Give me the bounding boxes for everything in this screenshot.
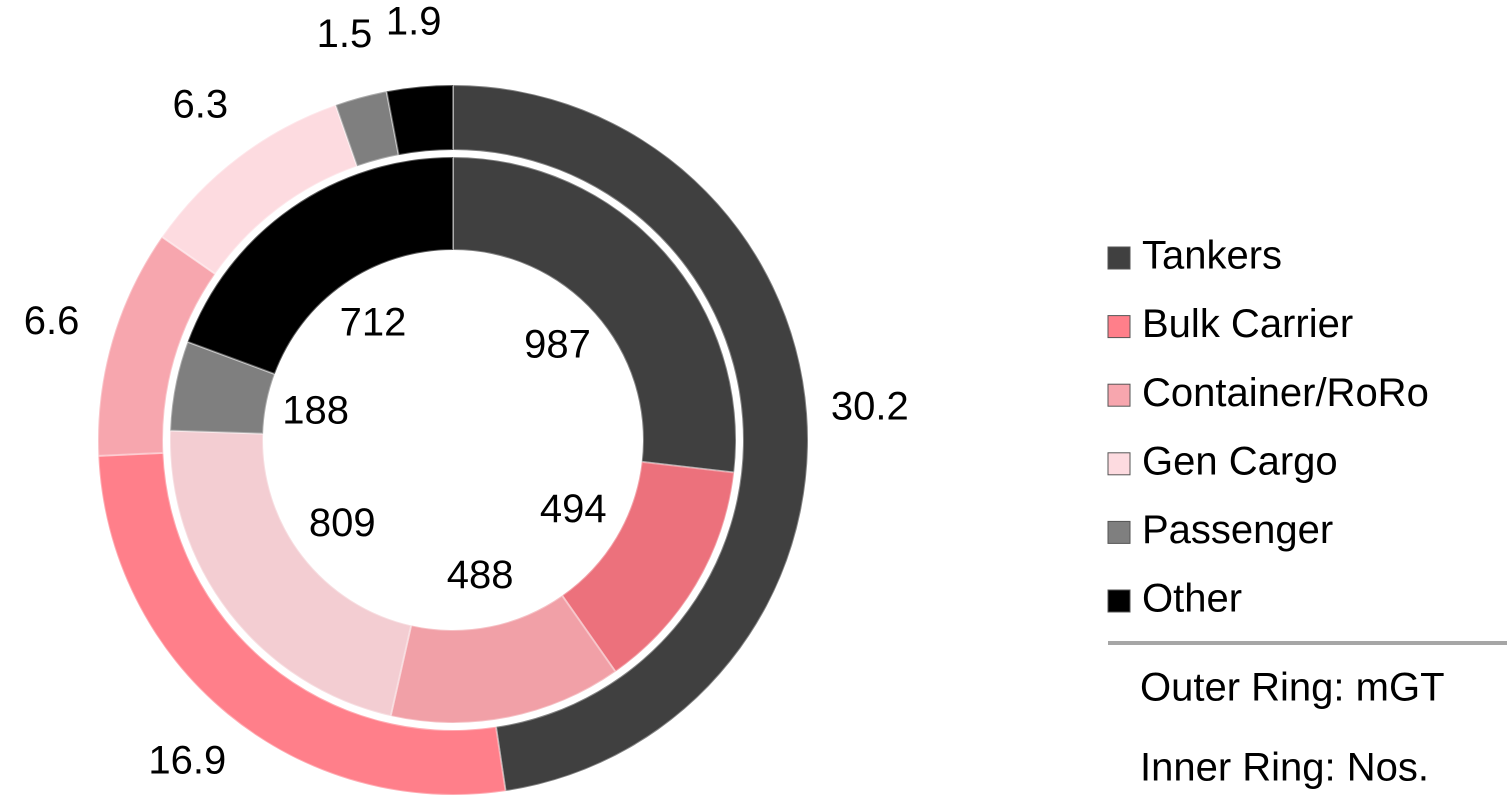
data-label: 1.5 [317, 12, 373, 56]
data-label: 1.9 [386, 0, 442, 43]
doughnut-segment [97, 451, 507, 796]
legend-swatch [1107, 520, 1131, 544]
legend-swatch [1107, 383, 1131, 407]
data-label: 987 [524, 322, 591, 366]
legend-label: Bulk Carrier [1142, 302, 1353, 346]
data-label: 188 [282, 389, 349, 433]
legend-label: Container/RoRo [1142, 371, 1429, 415]
data-label: 16.9 [148, 738, 226, 782]
doughnut-segment [452, 155, 737, 474]
legend-label: Gen Cargo [1142, 439, 1338, 483]
doughnut-segment [560, 460, 736, 674]
data-label: 809 [309, 501, 376, 545]
doughnut-segment [334, 90, 400, 168]
doughnut-segment [97, 235, 217, 457]
doughnut-segment [452, 83, 809, 793]
data-label: 488 [447, 553, 514, 597]
data-label: 6.6 [24, 299, 80, 343]
doughnut-segment [385, 83, 454, 157]
doughnut-segment [160, 103, 359, 276]
data-label: 30.2 [831, 385, 909, 429]
data-label: 6.3 [173, 83, 229, 127]
legend-label: Passenger [1142, 508, 1333, 552]
legend-swatch [1107, 452, 1131, 476]
legend-swatch [1107, 315, 1131, 339]
ring-note: Inner Ring: Nos. [1140, 746, 1429, 790]
data-label: 494 [540, 487, 607, 531]
doughnut-segment [169, 429, 413, 718]
legend-swatch [1107, 589, 1131, 613]
legend-label: Other [1142, 577, 1242, 621]
doughnut-segment [389, 594, 617, 724]
legend-swatch [1107, 246, 1131, 270]
data-label: 712 [340, 301, 407, 345]
legend-label: Tankers [1142, 234, 1282, 278]
doughnut-segment [186, 155, 454, 376]
ring-note: Outer Ring: mGT [1140, 666, 1445, 710]
